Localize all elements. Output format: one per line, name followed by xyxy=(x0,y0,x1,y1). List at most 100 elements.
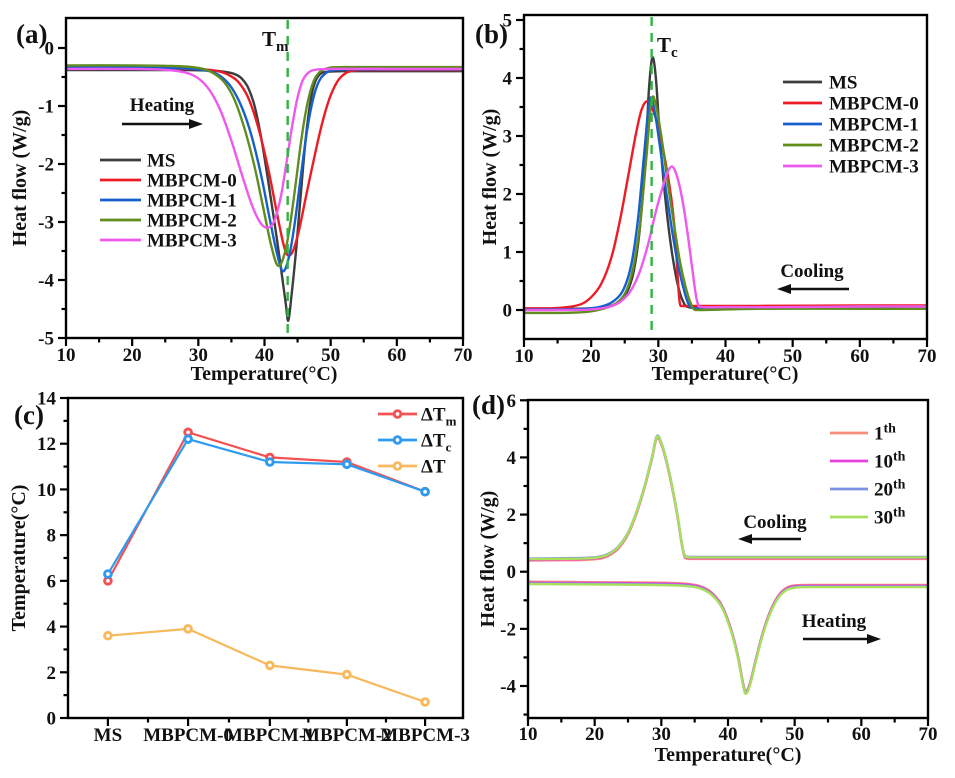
heating-label: Heating xyxy=(130,95,195,116)
y-tick-label: 4 xyxy=(503,68,513,89)
x-category-label: MS xyxy=(94,725,123,746)
y-tick-label: -5 xyxy=(38,329,54,350)
x-tick-label: 50 xyxy=(785,724,804,745)
y-tick-label: -2 xyxy=(38,154,54,175)
axis-ticks-d xyxy=(520,399,930,726)
y-tick-label: 6 xyxy=(507,391,517,412)
legend-item-MBPCM-3: MBPCM-3 xyxy=(783,157,919,178)
legend-item-delta-Tm: ΔTm xyxy=(378,405,457,429)
series-layer-a xyxy=(66,64,463,322)
marker-center-dot xyxy=(423,489,427,494)
panel-label-a: (a) xyxy=(16,19,47,49)
panel-d: 10 20 30 40 50 60 70 -4 -2 0 2 4 6 Temperature(°C) Hea… xyxy=(472,390,938,766)
axis-ticks-b xyxy=(516,18,929,347)
legend-d: 1th 10th 20th 30th xyxy=(830,422,906,529)
legend-label: ΔTc xyxy=(421,431,452,455)
legend-item-cycle-10: 10th xyxy=(830,450,906,473)
marker-center-dot xyxy=(106,579,110,583)
y-tick-label: 1 xyxy=(503,242,513,263)
y-tick-label: 0 xyxy=(503,300,513,321)
y-tick-labels-c: 0 2 4 6 8 10 12 14 xyxy=(37,389,57,730)
x-category-label: MBPCM-0 xyxy=(143,725,233,746)
legend-label: 20th xyxy=(874,478,906,501)
x-tick-label: 40 xyxy=(255,345,274,366)
legend-item-MBPCM-0: MBPCM-0 xyxy=(100,171,237,192)
x-category-label: MBPCM-3 xyxy=(380,725,470,746)
legend-label: MS xyxy=(147,151,176,172)
cooling-label: Cooling xyxy=(743,512,807,533)
x-tick-label: 10 xyxy=(515,346,534,367)
x-category-label: MBPCM-2 xyxy=(302,725,392,746)
x-tick-label: 20 xyxy=(123,345,142,366)
panel-a: 10 20 30 40 50 60 70 0 -1 -2 -3 -4 -5 Temperature(°C)… xyxy=(9,16,473,385)
legend-label: MBPCM-3 xyxy=(829,157,919,178)
legend-label: ΔTm xyxy=(421,405,457,429)
legend-item-delta-T: ΔT xyxy=(378,457,446,478)
legend-label: ΔT xyxy=(421,457,446,478)
y-tick-label: -1 xyxy=(38,96,54,117)
x-tick-label: 70 xyxy=(919,724,938,745)
series-layer-c xyxy=(103,427,430,707)
legend-item-MS: MS xyxy=(100,151,176,172)
series-cycle-30 xyxy=(528,435,928,561)
x-tick-label: 20 xyxy=(582,346,601,367)
x-tick-label: 40 xyxy=(719,724,738,745)
y-axis-title-b: Heat flow (W/g) xyxy=(479,109,501,246)
y-tick-label: 2 xyxy=(47,663,57,684)
marker-center-dot xyxy=(186,430,190,435)
legend-label: MBPCM-3 xyxy=(147,231,237,252)
panel-label-b: (b) xyxy=(475,19,508,49)
y-axis-title-c: Temperature(°C) xyxy=(8,485,30,632)
legend-item-MBPCM-2: MBPCM-2 xyxy=(783,136,919,157)
x-tick-labels-a: 10 20 30 40 50 60 70 xyxy=(57,345,473,366)
y-tick-label: 6 xyxy=(47,571,57,592)
x-category-label: MBPCM-1 xyxy=(225,725,315,746)
y-tick-label: -2 xyxy=(500,619,516,640)
legend-label: 10th xyxy=(874,450,906,473)
x-tick-label: 60 xyxy=(852,724,871,745)
legend-label: MBPCM-2 xyxy=(829,136,919,157)
series-MBPCM-0 xyxy=(66,67,463,257)
x-axis-title-a: Temperature(°C) xyxy=(191,363,338,385)
series-cycle-20 xyxy=(528,434,928,560)
tm-label: Tm xyxy=(262,27,289,55)
legend-label: MS xyxy=(829,73,858,94)
series-MBPCM-3 xyxy=(524,165,927,312)
y-tick-label: 0 xyxy=(47,709,57,730)
x-tick-label: 10 xyxy=(57,345,76,366)
x-tick-label: 30 xyxy=(189,345,208,366)
x-tick-label: 50 xyxy=(783,346,802,367)
legend-item-MBPCM-1: MBPCM-1 xyxy=(783,115,919,136)
x-tick-label: 60 xyxy=(850,346,869,367)
cooling-arrow-head xyxy=(738,534,752,544)
marker-center-dot xyxy=(186,627,190,631)
marker-center-dot xyxy=(268,460,272,464)
heating-arrow-head xyxy=(189,119,203,129)
series-cycle-1 xyxy=(528,436,928,562)
y-tick-label: 4 xyxy=(507,448,517,469)
y-tick-label: 4 xyxy=(47,617,57,638)
y-tick-label: 0 xyxy=(507,562,517,583)
y-tick-label: 2 xyxy=(503,184,513,205)
y-tick-label: 0 xyxy=(45,38,55,59)
legend-label: MBPCM-1 xyxy=(829,115,919,136)
x-tick-label: 30 xyxy=(649,346,668,367)
legend-item-MBPCM-1: MBPCM-1 xyxy=(100,191,237,212)
marker-center-dot xyxy=(395,438,400,442)
y-tick-label: 12 xyxy=(37,434,56,455)
axis-ticks-c xyxy=(60,396,427,726)
legend-label: MBPCM-2 xyxy=(147,211,237,232)
y-tick-labels-d: -4 -2 0 2 4 6 xyxy=(500,391,516,698)
marker-center-dot xyxy=(345,462,349,467)
x-tick-labels-b: 10 20 30 40 50 60 70 xyxy=(515,346,937,367)
x-tick-label: 30 xyxy=(652,724,671,745)
y-tick-label: 3 xyxy=(503,126,513,147)
y-tick-labels-b: 0 1 2 3 4 5 xyxy=(503,10,513,321)
legend-label: MBPCM-1 xyxy=(147,191,237,212)
legend-item-delta-Tc: ΔTc xyxy=(378,431,452,455)
series-cycle-30 xyxy=(528,582,928,695)
